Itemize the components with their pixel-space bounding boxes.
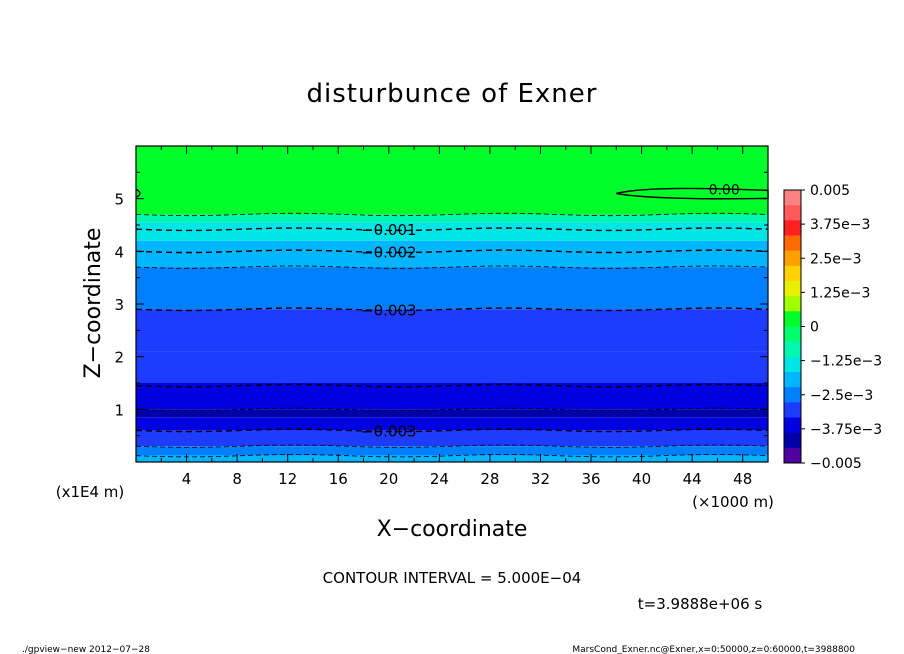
colorbar-label-6: −2.5e−3 — [810, 388, 873, 404]
contour-interval-text: CONTOUR INTERVAL = 5.000E−04 — [323, 569, 582, 587]
x-tick-label-44: 44 — [683, 470, 702, 488]
band-7 — [136, 383, 768, 410]
contour-line-6 — [135, 407, 769, 411]
band-0 — [136, 146, 768, 215]
colorbar-swatch-5 — [784, 265, 801, 282]
band-8 — [136, 409, 768, 418]
plot-area: 0.00 −0.001 −0.002 −0.003 −0.003 — [135, 145, 769, 463]
colorbar-swatch-12 — [784, 372, 801, 388]
colorbar-label-7: −3.75e−3 — [810, 422, 882, 438]
colorbar-swatch-6 — [784, 281, 801, 297]
colorbar-swatch-10 — [784, 341, 801, 358]
contour-line-7 — [135, 428, 769, 433]
band-10 — [136, 430, 768, 447]
x-tick-label-24: 24 — [430, 470, 449, 488]
colorbar-swatch-16 — [784, 432, 801, 449]
x-tick-labels: 4 8 12 16 20 24 28 32 36 40 44 48 — [182, 470, 752, 488]
contour-line-5 — [135, 383, 769, 388]
band-2 — [136, 222, 768, 241]
colorbar-swatch-17 — [784, 447, 801, 464]
y-axis-label: Z−coordinate — [81, 228, 106, 379]
colorbar-swatch-8 — [784, 311, 801, 327]
band-6 — [136, 351, 768, 383]
colorbar-label-1: 3.75e−3 — [810, 217, 870, 233]
colorbar-label-5: −1.25e−3 — [810, 354, 882, 370]
colorbar-swatch-4 — [784, 250, 801, 267]
y-tick-label-3: 3 — [114, 296, 124, 314]
x-tick-label-8: 8 — [232, 470, 242, 488]
footer-right: MarsCond_Exner.nc@Exner,x=0:50000,z=0:60… — [572, 645, 855, 654]
contour-label-4: −0.003 — [361, 301, 417, 319]
x-tick-label-4: 4 — [182, 470, 192, 488]
colorbar-swatch-1 — [784, 205, 801, 221]
y-tick-label-4: 4 — [114, 243, 124, 261]
contour-label-2: −0.002 — [361, 243, 417, 261]
band-1 — [136, 214, 768, 223]
x-tick-label-48: 48 — [733, 470, 752, 488]
contour-line-0 — [135, 212, 769, 217]
colorbar-labels: 0.005 3.75e−3 2.5e−3 1.25e−3 0 −1.25e−3 −2.5e−… — [801, 183, 882, 472]
y-unit-label: (x1E4 m) — [56, 483, 125, 501]
band-12 — [136, 455, 768, 462]
colorbar — [783, 189, 802, 464]
colorbar-label-8: −0.005 — [810, 456, 862, 472]
zero-contour-label: 0.00 — [709, 182, 740, 198]
band-3 — [136, 240, 768, 268]
axis-ticks — [135, 145, 769, 463]
colorbar-label-3: 1.25e−3 — [810, 285, 870, 301]
y-tick-label-5: 5 — [114, 191, 124, 209]
x-tick-label-12: 12 — [278, 470, 297, 488]
colorbar-swatch-3 — [784, 235, 801, 251]
contour-labels: −0.001 −0.002 −0.003 −0.003 — [361, 221, 417, 440]
contour-line-3 — [135, 265, 769, 269]
x-tick-label-36: 36 — [581, 470, 600, 488]
colorbar-swatch-9 — [784, 326, 801, 342]
colorbar-swatch-15 — [784, 417, 801, 433]
colorbar-label-0: 0.005 — [810, 183, 850, 199]
contour-line-8 — [135, 444, 769, 448]
x-tick-label-28: 28 — [480, 470, 499, 488]
contour-lines — [135, 212, 769, 458]
colorbar-swatch-14 — [784, 402, 801, 418]
chart-title: disturbunce of Exner — [307, 79, 598, 109]
colorbar-swatch-13 — [784, 387, 801, 403]
time-text: t=3.9888e+06 s — [638, 595, 763, 613]
color-bands — [136, 146, 768, 462]
colorbar-swatch-2 — [784, 220, 801, 236]
x-tick-label-20: 20 — [379, 470, 398, 488]
footer-left: ./gpview−new 2012−07−28 — [22, 645, 150, 654]
band-5 — [136, 309, 768, 352]
y-tick-labels: 1 2 3 4 5 — [114, 191, 124, 420]
y-tick-label-2: 2 — [114, 349, 124, 367]
contour-label-1: −0.001 — [361, 221, 417, 239]
contour-line-4 — [135, 307, 769, 312]
band-9 — [136, 417, 768, 431]
x-axis-label: X−coordinate — [377, 517, 528, 542]
x-tick-label-16: 16 — [329, 470, 348, 488]
contour-line-9 — [135, 454, 769, 458]
x-unit-label: (×1000 m) — [692, 493, 774, 511]
colorbar-swatch-11 — [784, 356, 801, 373]
contour-line-1 — [135, 227, 769, 232]
band-11 — [136, 446, 768, 456]
x-tick-label-40: 40 — [632, 470, 651, 488]
zero-contour-left-edge — [135, 188, 141, 199]
colorbar-swatch-0 — [784, 190, 801, 206]
x-tick-label-32: 32 — [531, 470, 550, 488]
colorbar-label-2: 2.5e−3 — [810, 251, 862, 267]
band-4 — [136, 267, 768, 310]
contour-label-7: −0.003 — [361, 422, 417, 440]
colorbar-swatch-7 — [784, 296, 801, 312]
colorbar-label-4: 0 — [810, 320, 819, 336]
contour-line-2 — [135, 249, 769, 254]
y-tick-label-1: 1 — [114, 401, 124, 419]
